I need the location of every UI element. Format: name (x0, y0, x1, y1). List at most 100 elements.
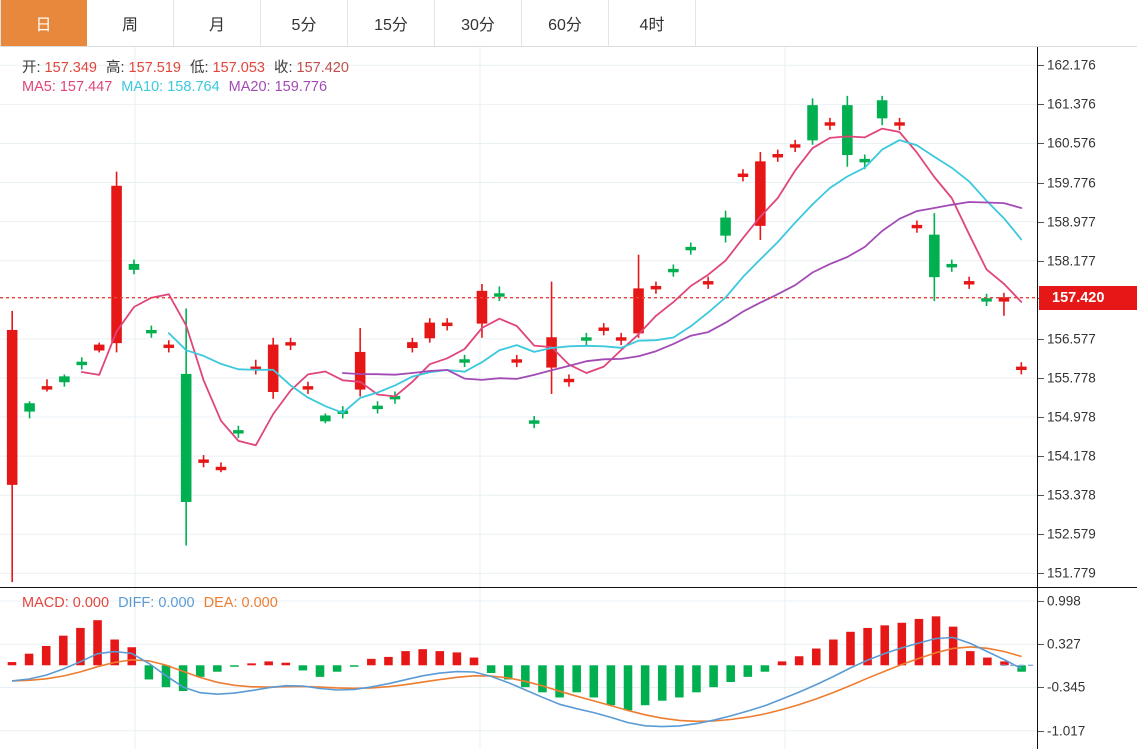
candle-47 (824, 117, 836, 131)
macd-histogram-bar-49 (846, 631, 855, 666)
candle-body-24 (424, 322, 436, 339)
candle-50 (876, 95, 888, 126)
candle-body-35 (615, 337, 627, 341)
candle-body-23 (407, 342, 418, 349)
tab-7[interactable]: 4时 (609, 0, 696, 46)
candle-body-52 (911, 224, 923, 229)
candle-18 (320, 413, 331, 424)
candle-55 (963, 276, 975, 289)
tab-3[interactable]: 5分 (261, 0, 348, 46)
candle-51 (894, 117, 905, 131)
price-axis-label-10: 154.178 (1047, 448, 1096, 464)
candle-body-6 (111, 185, 122, 344)
candle-44 (772, 149, 784, 162)
ohlc-key-3: 收: (273, 60, 293, 76)
macd-histogram-bar-17 (298, 665, 308, 671)
candle-body-43 (755, 161, 766, 226)
candle-body-58 (1016, 366, 1027, 371)
candle-11 (198, 455, 209, 468)
macd-key-0: MACD: (22, 595, 69, 611)
macd-histogram-bar-44 (760, 665, 770, 672)
macd-histogram-bar-46 (794, 656, 804, 666)
tab-5[interactable]: 30分 (435, 0, 522, 46)
candle-body-56 (981, 298, 992, 302)
timeframe-tabbar: 日周月 5分 15分 30分 60分 4时 (0, 0, 1137, 47)
price-axis-label-11: 153.378 (1047, 487, 1096, 503)
macd-histogram-bar-36 (623, 665, 633, 711)
macd-histogram-bar-56 (965, 651, 975, 666)
candle-0 (6, 310, 18, 583)
candle-9 (163, 340, 175, 353)
candle-body-15 (267, 344, 279, 393)
candle-36 (633, 254, 644, 338)
candle-body-40 (702, 281, 714, 285)
macd-histogram-bar-33 (572, 665, 581, 693)
candle-body-53 (929, 234, 940, 278)
candle-body-5 (93, 344, 105, 351)
candle-4 (76, 357, 88, 370)
price-plot[interactable] (0, 47, 1037, 587)
tabbar-filler (696, 0, 1137, 46)
ma-value-0: 157.447 (55, 79, 113, 95)
macd-histogram-bar-30 (521, 665, 530, 688)
candle-27 (476, 284, 488, 338)
macd-histogram-bar-58 (1000, 661, 1009, 666)
candle-8 (146, 325, 157, 338)
macd-value-2: 0.000 (237, 595, 278, 611)
tab-2[interactable]: 月 (174, 0, 261, 46)
macd-plot[interactable] (0, 588, 1037, 749)
candle-body-2 (41, 386, 53, 390)
candle-43 (755, 152, 766, 241)
tab-6[interactable]: 60分 (522, 0, 609, 46)
candle-body-7 (128, 263, 140, 270)
macd-axis-label-2: -0.345 (1047, 679, 1086, 695)
candle-30 (528, 415, 540, 429)
candle-12 (215, 462, 227, 473)
macd-histogram-bar-0 (7, 662, 17, 666)
tab-1[interactable]: 周 (87, 0, 174, 46)
candle-28 (494, 286, 505, 302)
candle-14 (250, 359, 262, 375)
tab-0[interactable]: 日 (0, 0, 87, 46)
macd-dea-line (11, 646, 1022, 723)
candle-body-21 (372, 405, 383, 410)
macd-value-0: 0.000 (68, 595, 110, 611)
price-axis-tick-0 (1038, 65, 1044, 67)
tab-4[interactable]: 15分 (348, 0, 435, 46)
price-axis-tick-2 (1038, 143, 1044, 145)
candle-45 (789, 139, 801, 153)
ma-value-1: 158.764 (163, 79, 220, 95)
candle-24 (424, 318, 436, 343)
ma-line-MA20 (341, 201, 1023, 381)
macd-histogram-bar-28 (486, 665, 496, 674)
macd-histogram-bar-7 (127, 647, 137, 666)
ma-key-0: MA5: (22, 79, 56, 95)
ma-line-MA10 (167, 139, 1023, 414)
price-axis: 162.176 161.376 160.576 159.776 158.977 158.1… (1037, 47, 1137, 587)
macd-histogram-bar-41 (709, 665, 718, 688)
ma-key-1: MA10: (121, 79, 164, 95)
ma-value-2: 159.776 (270, 79, 328, 95)
candle-body-18 (320, 415, 331, 422)
candle-body-30 (528, 420, 540, 424)
price-axis-tick-9 (1038, 417, 1044, 419)
candle-body-8 (146, 329, 157, 334)
macd-histogram-bar-13 (230, 665, 239, 667)
candle-body-48 (842, 105, 853, 156)
candle-body-42 (737, 173, 749, 178)
candle-body-38 (668, 268, 679, 273)
macd-histogram-bar-16 (281, 662, 291, 666)
candle-body-55 (963, 281, 975, 285)
macd-histogram-bar-27 (469, 657, 479, 666)
ohlc-legend: 开: 157.349 高: 157.519 低: 157.053 收: 157.420 (22, 56, 358, 77)
macd-histogram-bar-1 (24, 653, 34, 666)
candle-body-51 (894, 122, 905, 126)
macd-histogram-bar-54 (931, 616, 941, 666)
candle-21 (372, 401, 383, 414)
macd-histogram-bar-26 (452, 652, 462, 666)
macd-key-1: DIFF: (118, 595, 155, 611)
candle-46 (807, 98, 818, 145)
price-axis-label-13: 151.779 (1047, 565, 1096, 581)
candle-body-45 (789, 144, 801, 148)
